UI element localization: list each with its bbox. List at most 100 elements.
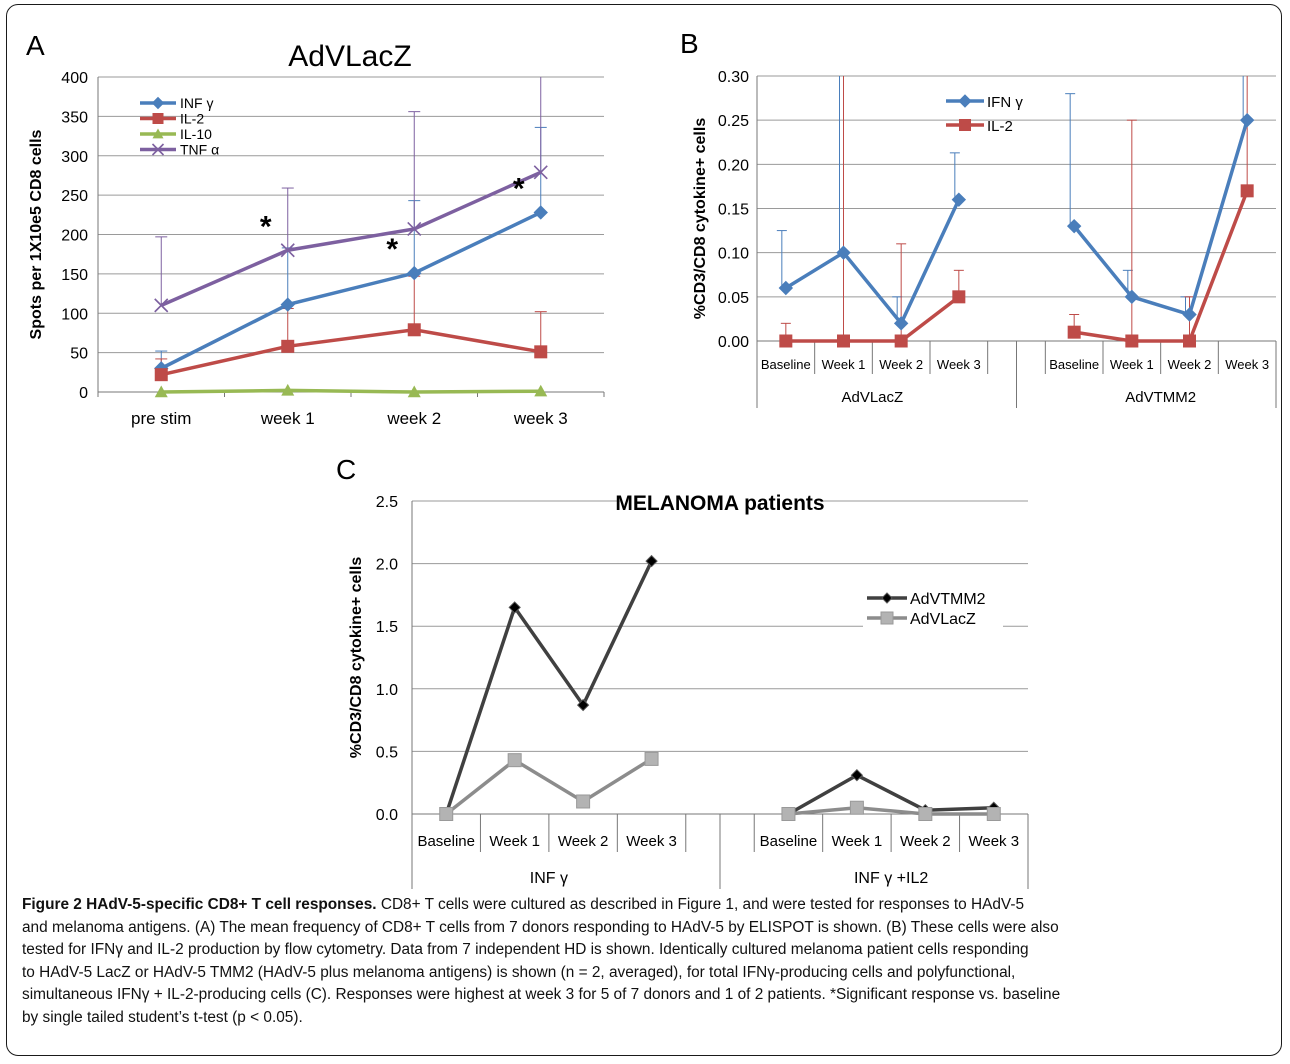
data-point-il-2 (1067, 325, 1081, 339)
group-label: AdVLacZ (841, 389, 903, 406)
data-point-advlacz (439, 807, 454, 821)
x-tick-label: Baseline (760, 833, 818, 850)
legend-label: IL-2 (180, 111, 204, 127)
significance-marker: * (386, 233, 398, 266)
y-tick-label: 0.00 (718, 334, 749, 351)
caption-line-3: tested for IFNγ and IL-2 production by f… (22, 941, 1029, 959)
x-tick-label: Week 3 (626, 833, 677, 850)
legend-marker (959, 119, 971, 131)
x-tick-label: Week 2 (900, 833, 951, 850)
caption-line-4: to HAdV-5 LacZ or HAdV-5 TMM2 (HAdV-5 pl… (22, 963, 1016, 981)
series-line-inf (160, 210, 542, 370)
figure-caption: Figure 2 HAdV-5-specific CD8+ T cell res… (22, 894, 1272, 1030)
x-tick-label: week 3 (513, 409, 568, 428)
series-line-il-2 (160, 328, 542, 377)
y-axis-label: Spots per 1X10e5 CD8 cells (28, 129, 45, 339)
group-label: INF γ (530, 870, 568, 887)
series-line-tnf (160, 170, 542, 307)
y-tick-label: 0.05 (718, 290, 749, 307)
data-point-ifn (778, 280, 794, 296)
y-tick-label: 150 (61, 267, 88, 284)
series-line-advtmm2 (787, 773, 994, 816)
legend-marker (880, 611, 894, 625)
legend-label: IL-2 (987, 118, 1013, 135)
y-tick-label: 1.0 (376, 682, 398, 699)
y-tick-label: 0.25 (718, 113, 749, 130)
series-line-advlacz (445, 757, 653, 816)
y-tick-label: 0.20 (718, 157, 749, 174)
legend-label: INF γ (180, 95, 213, 111)
caption-line-2: and melanoma antigens. (A) The mean freq… (22, 918, 1059, 936)
title-background (620, 490, 820, 518)
data-point-advlacz (849, 800, 864, 815)
x-tick-label: Baseline (1049, 357, 1099, 372)
data-point-il-2 (281, 339, 295, 353)
x-tick-label: Baseline (761, 357, 811, 372)
x-tick-label: Week 1 (822, 357, 866, 372)
chart-c-melanoma-patients: 0.0 0.5 1.0 1.5 2.0 2.5 Baseline Week 1 Week 2 We… (348, 490, 1029, 889)
series-line-advtmm2 (444, 560, 654, 815)
legend-label: IL-10 (180, 126, 212, 142)
data-point-ifn (951, 192, 967, 207)
y-tick-label: 2.5 (376, 494, 398, 511)
legend-marker (958, 94, 972, 108)
data-point-il-2 (1240, 184, 1254, 198)
data-point-advlacz (576, 794, 591, 809)
data-point-ifn (836, 245, 851, 260)
significance-marker: * (260, 210, 272, 243)
y-axis-label: %CD3/CD8 cytokine+ cells (348, 557, 365, 759)
x-tick-label: Week 3 (1225, 357, 1269, 372)
x-tick-label: Baseline (417, 833, 475, 850)
legend-label: AdVLacZ (910, 611, 976, 628)
x-tick-label: Week 3 (968, 833, 1019, 850)
x-tick-label: Week 1 (832, 833, 883, 850)
data-point-il-2 (952, 290, 966, 304)
data-point-inf (533, 205, 548, 220)
data-point-advtmm2 (576, 698, 590, 712)
series-line-ifn (784, 198, 961, 327)
data-point-ifn (1239, 112, 1255, 128)
data-point-il-2 (154, 368, 168, 382)
data-point-tnf (407, 221, 422, 237)
data-point-ifn (1066, 218, 1082, 234)
y-tick-label: 0 (79, 385, 88, 402)
legend-marker (881, 592, 893, 604)
y-tick-label: 50 (70, 346, 88, 363)
data-point-il-2 (407, 323, 421, 337)
data-point-il-10 (534, 384, 548, 397)
significance-marker: * (513, 172, 525, 205)
caption-line-1: CD8+ T cells were cultured as described … (380, 896, 1025, 913)
x-tick-label: week 2 (386, 409, 441, 428)
data-point-advtmm2 (850, 768, 864, 782)
y-tick-label: 300 (61, 149, 88, 166)
data-point-inf (280, 297, 295, 312)
x-tick-label: Week 2 (1168, 357, 1212, 372)
legend-marker (151, 96, 165, 110)
data-point-advtmm2 (645, 554, 658, 568)
y-tick-label: 1.5 (376, 619, 398, 636)
data-point-tnf (154, 298, 169, 313)
x-tick-label: week 1 (260, 409, 315, 428)
legend-label: IFN γ (987, 94, 1023, 111)
chart-title: AdVLacZ (288, 40, 411, 73)
data-point-advlacz (507, 753, 522, 768)
data-point-il-2 (894, 334, 908, 348)
panel-label-a: A (26, 30, 45, 61)
caption-line-6: by single tailed student’s t-test (p < 0… (22, 1008, 303, 1026)
data-point-advtmm2 (508, 601, 521, 614)
data-point-il-10 (281, 383, 295, 396)
chart-a-ifn-elispot: 0 50 100 150 200 250 300 350 400 pre stim week 1 we… (28, 40, 605, 428)
y-tick-label: 250 (61, 188, 88, 205)
data-point-inf (407, 265, 422, 281)
chart-b-flow-cytometry: 0.00 0.05 0.10 0.15 0.20 0.25 0.30 Baseline Week… (692, 69, 1277, 408)
data-point-il-2 (1125, 334, 1139, 348)
chart-title: MELANOMA patients (615, 492, 824, 515)
x-tick-label: pre stim (131, 409, 191, 428)
legend-marker (152, 113, 164, 124)
data-point-ifn (1182, 307, 1197, 322)
legend-label: AdVTMM2 (910, 591, 986, 608)
y-tick-label: 0.5 (376, 744, 398, 761)
x-tick-label: Week 3 (937, 357, 981, 372)
series-line-il-10 (161, 388, 541, 394)
data-point-tnf (533, 165, 548, 180)
